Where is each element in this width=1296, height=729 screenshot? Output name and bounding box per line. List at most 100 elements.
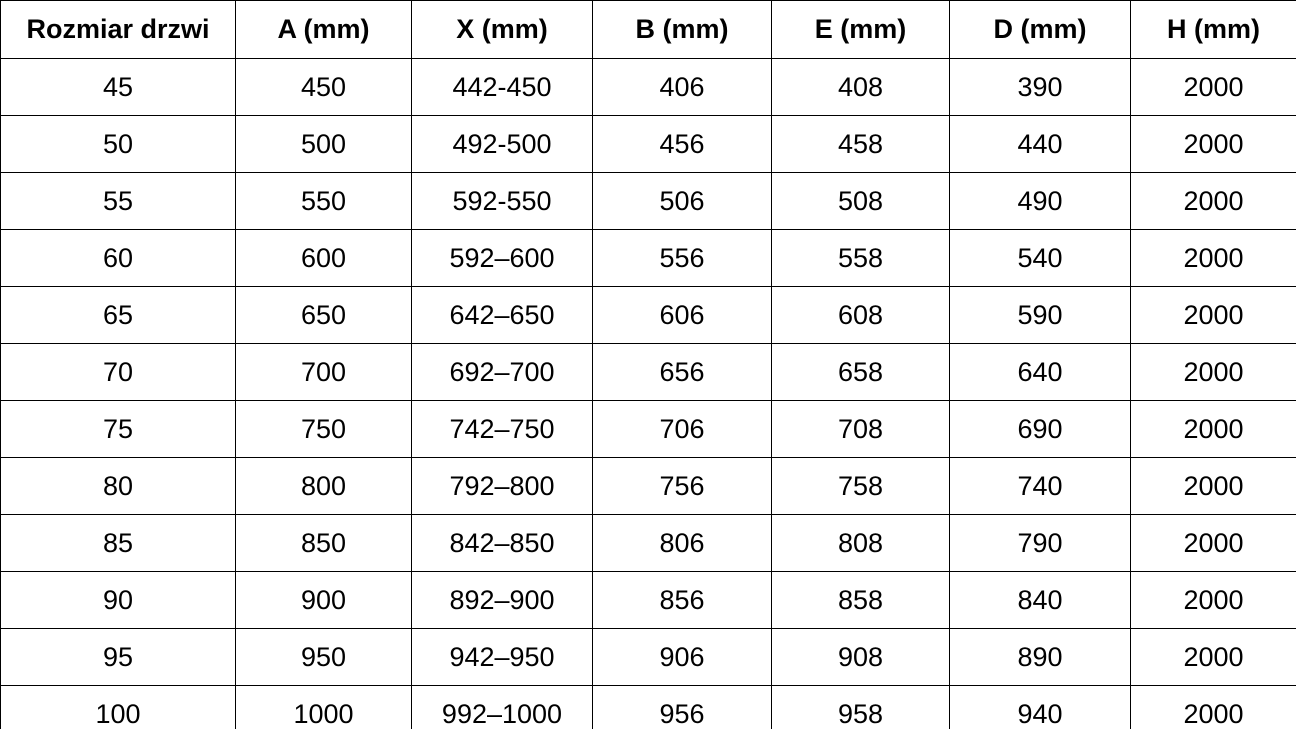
table-cell: 2000 bbox=[1130, 457, 1296, 515]
table-cell: 792–800 bbox=[411, 457, 593, 515]
table-cell: 1000 bbox=[235, 685, 412, 729]
table-cell: 550 bbox=[235, 172, 412, 230]
table-cell: 558 bbox=[771, 229, 950, 287]
table-cell: 2000 bbox=[1130, 514, 1296, 572]
table-cell: 408 bbox=[771, 58, 950, 116]
table-row: 50 500 492-500 456 458 440 2000 bbox=[0, 115, 1296, 173]
table-row: 100 1000 992–1000 956 958 940 2000 bbox=[0, 685, 1296, 729]
table-cell: 706 bbox=[592, 400, 772, 458]
column-header: Rozmiar drzwi bbox=[0, 0, 236, 59]
table-cell: 690 bbox=[949, 400, 1131, 458]
table-cell: 592-550 bbox=[411, 172, 593, 230]
table-cell: 2000 bbox=[1130, 628, 1296, 686]
table-cell: 508 bbox=[771, 172, 950, 230]
table-cell: 390 bbox=[949, 58, 1131, 116]
table-cell: 90 bbox=[0, 571, 236, 629]
table-cell: 640 bbox=[949, 343, 1131, 401]
table-cell: 800 bbox=[235, 457, 412, 515]
table-cell: 658 bbox=[771, 343, 950, 401]
table-cell: 70 bbox=[0, 343, 236, 401]
table-cell: 540 bbox=[949, 229, 1131, 287]
column-header: A (mm) bbox=[235, 0, 412, 59]
table-cell: 592–600 bbox=[411, 229, 593, 287]
table-cell: 740 bbox=[949, 457, 1131, 515]
table-cell: 608 bbox=[771, 286, 950, 344]
table-cell: 906 bbox=[592, 628, 772, 686]
table-cell: 790 bbox=[949, 514, 1131, 572]
table-cell: 656 bbox=[592, 343, 772, 401]
table-cell: 908 bbox=[771, 628, 950, 686]
table-cell: 492-500 bbox=[411, 115, 593, 173]
table-cell: 85 bbox=[0, 514, 236, 572]
table-cell: 950 bbox=[235, 628, 412, 686]
table-cell: 940 bbox=[949, 685, 1131, 729]
table-cell: 406 bbox=[592, 58, 772, 116]
table-row: 95 950 942–950 906 908 890 2000 bbox=[0, 628, 1296, 686]
table-row: 80 800 792–800 756 758 740 2000 bbox=[0, 457, 1296, 515]
column-header: X (mm) bbox=[411, 0, 593, 59]
table-cell: 2000 bbox=[1130, 400, 1296, 458]
table-cell: 2000 bbox=[1130, 286, 1296, 344]
table-cell: 858 bbox=[771, 571, 950, 629]
table-row: 60 600 592–600 556 558 540 2000 bbox=[0, 229, 1296, 287]
table-cell: 750 bbox=[235, 400, 412, 458]
table-cell: 2000 bbox=[1130, 115, 1296, 173]
table-cell: 2000 bbox=[1130, 172, 1296, 230]
column-header: E (mm) bbox=[771, 0, 950, 59]
table-cell: 2000 bbox=[1130, 58, 1296, 116]
table-cell: 442-450 bbox=[411, 58, 593, 116]
table-cell: 842–850 bbox=[411, 514, 593, 572]
table-cell: 50 bbox=[0, 115, 236, 173]
table-cell: 692–700 bbox=[411, 343, 593, 401]
column-header: H (mm) bbox=[1130, 0, 1296, 59]
table-cell: 758 bbox=[771, 457, 950, 515]
table-cell: 506 bbox=[592, 172, 772, 230]
table-cell: 992–1000 bbox=[411, 685, 593, 729]
column-header: D (mm) bbox=[949, 0, 1131, 59]
table-row: 70 700 692–700 656 658 640 2000 bbox=[0, 343, 1296, 401]
table-cell: 850 bbox=[235, 514, 412, 572]
table-cell: 892–900 bbox=[411, 571, 593, 629]
table-row: 90 900 892–900 856 858 840 2000 bbox=[0, 571, 1296, 629]
table-cell: 2000 bbox=[1130, 229, 1296, 287]
table-cell: 700 bbox=[235, 343, 412, 401]
table-cell: 806 bbox=[592, 514, 772, 572]
header-row: Rozmiar drzwi A (mm) X (mm) B (mm) E (mm) D (… bbox=[0, 0, 1296, 59]
table-cell: 80 bbox=[0, 457, 236, 515]
table-cell: 2000 bbox=[1130, 571, 1296, 629]
table-cell: 606 bbox=[592, 286, 772, 344]
table-row: 65 650 642–650 606 608 590 2000 bbox=[0, 286, 1296, 344]
table-cell: 708 bbox=[771, 400, 950, 458]
table-cell: 956 bbox=[592, 685, 772, 729]
table-cell: 600 bbox=[235, 229, 412, 287]
table-cell: 2000 bbox=[1130, 343, 1296, 401]
table-cell: 840 bbox=[949, 571, 1131, 629]
table-cell: 590 bbox=[949, 286, 1131, 344]
table-cell: 60 bbox=[0, 229, 236, 287]
table-cell: 900 bbox=[235, 571, 412, 629]
table-cell: 808 bbox=[771, 514, 950, 572]
table-cell: 650 bbox=[235, 286, 412, 344]
table-cell: 2000 bbox=[1130, 685, 1296, 729]
table-cell: 75 bbox=[0, 400, 236, 458]
table-row: 85 850 842–850 806 808 790 2000 bbox=[0, 514, 1296, 572]
table-body: 45 450 442-450 406 408 390 2000 50 500 492-500 456… bbox=[0, 58, 1296, 729]
column-header: B (mm) bbox=[592, 0, 772, 59]
table-cell: 958 bbox=[771, 685, 950, 729]
table-cell: 642–650 bbox=[411, 286, 593, 344]
table-cell: 742–750 bbox=[411, 400, 593, 458]
table-cell: 100 bbox=[0, 685, 236, 729]
table-cell: 856 bbox=[592, 571, 772, 629]
table-cell: 556 bbox=[592, 229, 772, 287]
table-cell: 500 bbox=[235, 115, 412, 173]
table-cell: 95 bbox=[0, 628, 236, 686]
table-cell: 942–950 bbox=[411, 628, 593, 686]
table-cell: 490 bbox=[949, 172, 1131, 230]
table-cell: 55 bbox=[0, 172, 236, 230]
table-cell: 440 bbox=[949, 115, 1131, 173]
table-cell: 450 bbox=[235, 58, 412, 116]
table-row: 75 750 742–750 706 708 690 2000 bbox=[0, 400, 1296, 458]
table-row: 45 450 442-450 406 408 390 2000 bbox=[0, 58, 1296, 116]
